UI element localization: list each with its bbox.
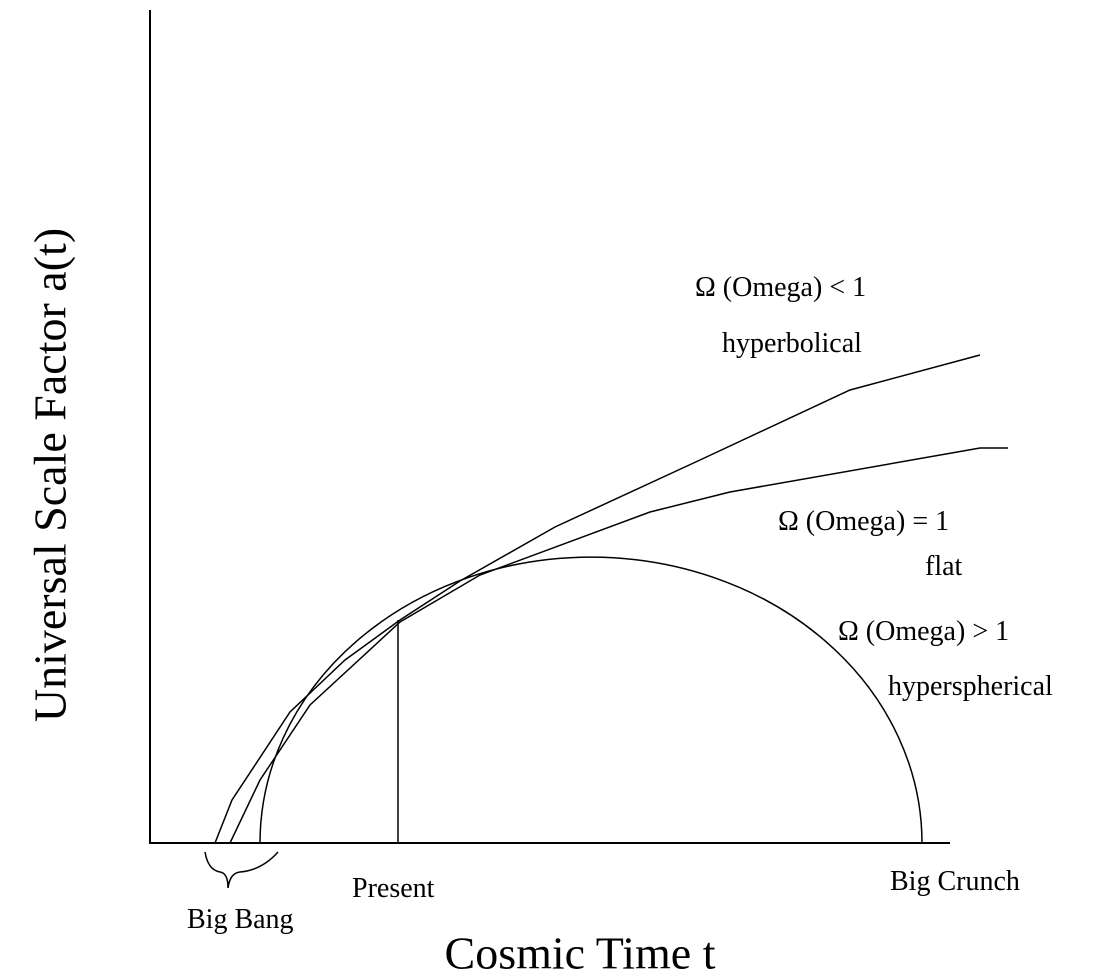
big-bang-brace	[204, 851, 279, 889]
present-label: Present	[352, 873, 435, 904]
curve-type: hyperspherical	[888, 671, 1053, 702]
big-crunch-label: Big Crunch	[890, 866, 1020, 897]
x-axis-label: Cosmic Time t	[445, 928, 716, 979]
curve-type: hyperbolical	[722, 328, 862, 359]
curve-label: Ω (Omega) < 1	[695, 272, 866, 303]
curve-label: Ω (Omega) = 1	[778, 506, 949, 537]
y-axis-label: Universal Scale Factor a(t)	[25, 228, 76, 722]
big-bang-label: Big Bang	[187, 904, 294, 935]
curve-label: Ω (Omega) > 1	[838, 616, 1009, 647]
hyperbolical-curve	[214, 354, 981, 844]
hyperspherical-curve	[259, 556, 923, 844]
curve-type: flat	[925, 551, 963, 582]
